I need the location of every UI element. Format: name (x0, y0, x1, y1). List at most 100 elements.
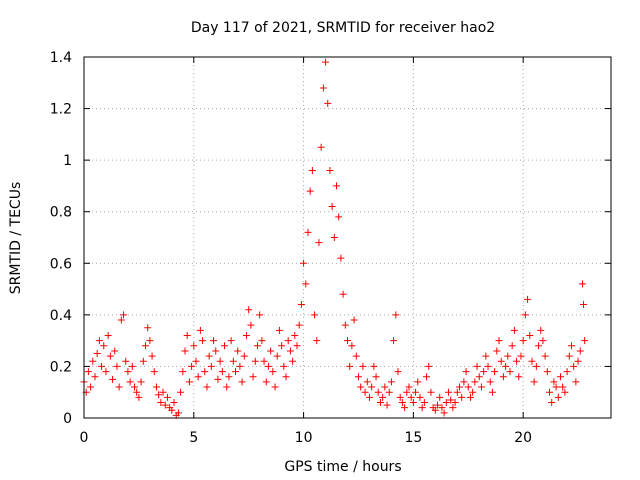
data-point-marker (324, 99, 332, 107)
data-point-marker (203, 383, 211, 391)
y-tick-label: 1.4 (50, 50, 72, 66)
data-point-marker (133, 388, 141, 396)
data-point-marker (91, 373, 99, 381)
data-point-marker (383, 401, 391, 409)
data-point-marker (144, 324, 152, 332)
data-point-marker (289, 357, 297, 365)
data-point-marker (528, 357, 536, 365)
data-point-marker (201, 368, 209, 376)
data-point-marker (207, 362, 215, 370)
data-point-marker (122, 357, 130, 365)
data-point-marker (504, 352, 512, 360)
data-point-marker (385, 388, 393, 396)
data-point-marker (387, 378, 395, 386)
data-point-marker (214, 375, 222, 383)
data-point-marker (539, 337, 547, 345)
data-point-marker (205, 352, 213, 360)
data-point-marker (221, 342, 229, 350)
data-point-marker (508, 342, 516, 350)
x-tick-label: 5 (189, 430, 198, 446)
data-point-marker (258, 337, 266, 345)
data-point-marker (124, 368, 132, 376)
data-point-marker (232, 368, 240, 376)
data-point-marker (249, 373, 257, 381)
data-point-marker (464, 383, 472, 391)
data-point-marker (128, 362, 136, 370)
data-point-marker (548, 399, 556, 407)
data-point-marker (93, 350, 101, 358)
data-point-marker (394, 368, 402, 376)
data-point-marker (315, 239, 323, 247)
data-point-marker (84, 368, 92, 376)
data-point-marker (407, 393, 415, 401)
data-point-marker (414, 378, 422, 386)
data-point-marker (390, 337, 398, 345)
data-point-marker (236, 362, 244, 370)
data-point-marker (304, 228, 312, 236)
data-point-marker (376, 399, 384, 407)
data-point-marker (438, 404, 446, 412)
data-point-marker (100, 342, 108, 350)
y-tick-label: 1 (63, 153, 72, 169)
data-point-marker (264, 362, 272, 370)
data-point-marker (155, 391, 163, 399)
data-point-marker (273, 352, 281, 360)
data-point-marker (157, 399, 165, 407)
plot-frame (83, 56, 612, 419)
data-point-marker (190, 342, 198, 350)
data-point-marker (216, 357, 224, 365)
data-point-marker (486, 378, 494, 386)
data-point-marker (405, 383, 413, 391)
data-point-marker (280, 362, 288, 370)
data-point-marker (322, 58, 330, 66)
x-tick-label: 20 (514, 430, 532, 446)
data-point-marker (137, 378, 145, 386)
data-point-marker (552, 383, 560, 391)
data-point-marker (267, 347, 275, 355)
data-point-marker (482, 352, 490, 360)
data-point-marker (337, 254, 345, 262)
data-point-marker (431, 406, 439, 414)
data-point-marker (181, 347, 189, 355)
data-point-marker (223, 383, 231, 391)
data-point-marker (354, 373, 362, 381)
x-tick-label: 0 (80, 430, 89, 446)
data-point-marker (526, 331, 534, 339)
data-point-marker (462, 368, 470, 376)
data-point-marker (131, 383, 139, 391)
data-point-marker (519, 337, 527, 345)
data-point-marker (374, 388, 382, 396)
data-point-marker (168, 406, 176, 414)
data-point-marker (357, 383, 365, 391)
y-tick-label: 0.2 (50, 359, 72, 375)
data-point-marker (106, 352, 114, 360)
data-point-marker (451, 399, 459, 407)
data-point-marker (109, 375, 117, 383)
data-point-marker (251, 357, 259, 365)
data-point-marker (335, 213, 343, 221)
data-point-marker (497, 357, 505, 365)
data-point-marker (126, 378, 134, 386)
data-point-marker (499, 373, 507, 381)
data-point-marker (396, 393, 404, 401)
data-point-marker (473, 362, 481, 370)
data-point-marker (87, 383, 95, 391)
data-point-marker (240, 352, 248, 360)
data-point-marker (227, 337, 235, 345)
data-point-marker (350, 316, 358, 324)
data-point-marker (567, 342, 575, 350)
data-point-marker (115, 383, 123, 391)
data-point-marker (199, 337, 207, 345)
data-point-marker (570, 362, 578, 370)
data-point-marker (488, 388, 496, 396)
axis-ticks: 0 5 10 15 20 0 0.2 0.4 0.6 0.8 1 1.2 1.4 (50, 50, 611, 446)
data-point-marker (89, 357, 97, 365)
data-point-marker (480, 368, 488, 376)
data-point-marker (543, 368, 551, 376)
data-point-marker (348, 342, 356, 350)
data-point-marker (242, 331, 250, 339)
data-point-marker (238, 378, 246, 386)
data-point-marker (460, 378, 468, 386)
data-point-marker (302, 280, 310, 288)
data-point-marker (117, 316, 125, 324)
